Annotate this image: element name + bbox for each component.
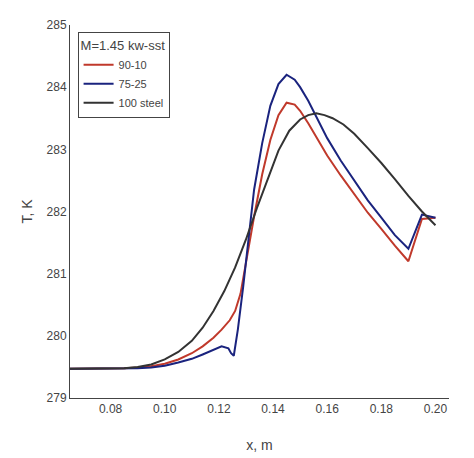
svg-text:284: 284	[47, 80, 67, 94]
svg-text:0.08: 0.08	[99, 402, 123, 416]
svg-text:285: 285	[47, 18, 67, 32]
svg-text:75-25: 75-25	[119, 78, 147, 90]
svg-text:0.14: 0.14	[261, 402, 285, 416]
svg-text:279: 279	[47, 391, 67, 405]
svg-text:0.16: 0.16	[316, 402, 340, 416]
svg-text:282: 282	[47, 205, 67, 219]
svg-text:0.10: 0.10	[153, 402, 177, 416]
svg-text:0.18: 0.18	[370, 402, 394, 416]
svg-text:90-10: 90-10	[119, 59, 147, 71]
svg-text:0.12: 0.12	[207, 402, 231, 416]
svg-text:100 steel: 100 steel	[119, 97, 164, 109]
svg-text:x, m: x, m	[246, 437, 272, 453]
svg-text:281: 281	[47, 267, 67, 281]
svg-text:0.20: 0.20	[424, 402, 448, 416]
svg-text:T, K: T, K	[19, 199, 35, 224]
svg-text:M=1.45 kw-sst: M=1.45 kw-sst	[81, 38, 166, 53]
svg-text:283: 283	[47, 143, 67, 157]
svg-text:280: 280	[47, 329, 67, 343]
